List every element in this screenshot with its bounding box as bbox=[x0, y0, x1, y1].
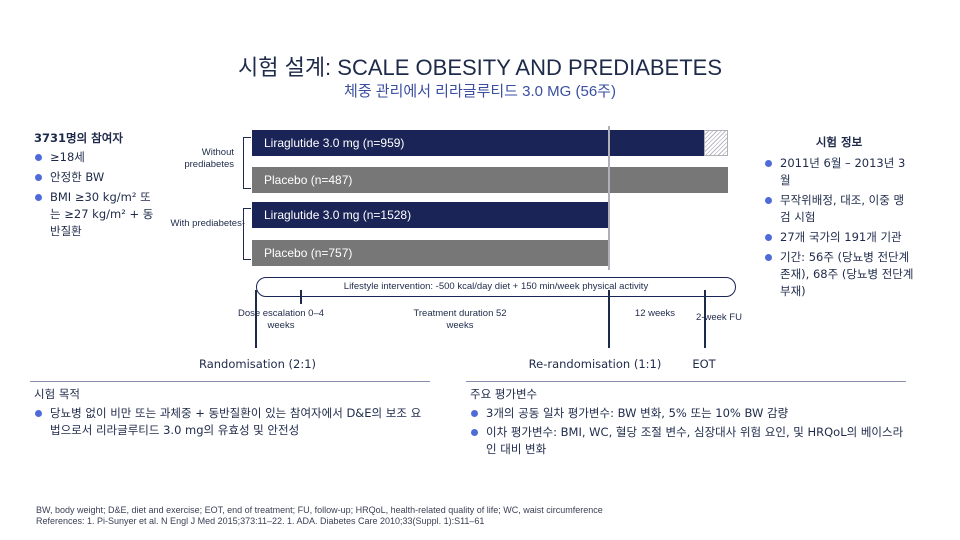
list-item: 당뇨병 없이 비만 또는 과체중 + 동반질환이 있는 참여자에서 D&E의 보… bbox=[34, 405, 426, 439]
endpoints-panel: 주요 평가변수 3개의 공동 일차 평가변수: BW 변화, 5% 또는 10%… bbox=[470, 386, 910, 458]
list-item: BMI ≥30 kg/m² 또는 ≥27 kg/m² + 동반질환 bbox=[34, 189, 154, 240]
rerandomisation-label: Re-randomisation (1:1) bbox=[528, 357, 662, 371]
rerandomisation-tick bbox=[608, 290, 610, 348]
eot-label: EOT bbox=[692, 357, 716, 371]
arm-bar: Liraglutide 3.0 mg (n=959) bbox=[252, 130, 608, 156]
dose-tick bbox=[300, 290, 302, 304]
followup-label: 2-week FU bbox=[696, 312, 742, 323]
list-item: 이차 평가변수: BMI, WC, 혈당 조절 변수, 심장대사 위험 요인, … bbox=[470, 424, 910, 458]
bracket-without bbox=[243, 137, 251, 189]
trial-info-panel: 시험 정보 2011년 6월 – 2013년 3월 무작위배정, 대조, 이중 … bbox=[764, 134, 914, 300]
abbreviations: BW, body weight; D&E, diet and exercise;… bbox=[36, 505, 603, 515]
dose-escalation-label: Dose escalation 0–4 weeks bbox=[237, 308, 325, 331]
participants-list: ≥18세 안정한 BW BMI ≥30 kg/m² 또는 ≥27 kg/m² +… bbox=[34, 149, 234, 240]
list-item: 안정한 BW bbox=[34, 169, 234, 186]
page-title: 시험 설계: SCALE OBESITY AND PREDIABETES bbox=[237, 55, 723, 80]
trial-info-heading: 시험 정보 bbox=[815, 135, 863, 149]
treatment-duration-label: Treatment duration 52 weeks bbox=[413, 308, 507, 331]
endpoints-list: 3개의 공동 일차 평가변수: BW 변화, 5% 또는 10% BW 감량 이… bbox=[470, 405, 910, 458]
trial-info-list: 2011년 6월 – 2013년 3월 무작위배정, 대조, 이중 맹검 시험 … bbox=[764, 155, 914, 300]
participants-panel: 3731명의 참여자 ≥18세 안정한 BW BMI ≥30 kg/m² 또는 … bbox=[34, 130, 234, 240]
extension-lira-box bbox=[608, 130, 704, 156]
footer: BW, body weight; D&E, diet and exercise;… bbox=[36, 505, 916, 527]
lifestyle-intervention: Lifestyle intervention: -500 kcal/day di… bbox=[256, 277, 736, 297]
group-label-with: With prediabetes¹ bbox=[170, 218, 245, 229]
list-item: 무작위배정, 대조, 이중 맹검 시험 bbox=[764, 192, 914, 226]
arm-bar: Liraglutide 3.0 mg (n=1528) bbox=[252, 202, 608, 228]
participants-heading: 3731명의 참여자 bbox=[34, 131, 123, 145]
bracket-with bbox=[243, 208, 251, 260]
objective-heading: 시험 목적 bbox=[34, 387, 80, 401]
eot-tick bbox=[704, 290, 706, 348]
endpoints-heading: 주요 평가변수 bbox=[470, 387, 538, 401]
extension-divider bbox=[608, 126, 610, 270]
references: References: 1. Pi-Sunyer et al. N Engl J… bbox=[36, 516, 485, 526]
list-item: 기간: 56주 (당뇨병 전단계 존재), 68주 (당뇨병 전단계 부재) bbox=[764, 249, 914, 300]
section-divider bbox=[30, 381, 430, 382]
objective-panel: 시험 목적 당뇨병 없이 비만 또는 과체중 + 동반질환이 있는 참여자에서 … bbox=[34, 386, 426, 439]
page-subtitle: 체중 관리에서 리라글루티드 3.0 MG (56주) bbox=[344, 83, 616, 100]
arm-bar: Placebo (n=487) bbox=[252, 167, 728, 193]
followup-hatch-box bbox=[704, 130, 728, 156]
randomisation-tick bbox=[255, 290, 257, 348]
objective-list: 당뇨병 없이 비만 또는 과체중 + 동반질환이 있는 참여자에서 D&E의 보… bbox=[34, 405, 426, 439]
randomisation-label: Randomisation (2:1) bbox=[198, 357, 316, 371]
arm-bar: Placebo (n=757) bbox=[252, 240, 608, 266]
twelve-weeks-label: 12 weeks bbox=[634, 308, 676, 319]
list-item: 27개 국가의 191개 기관 bbox=[764, 229, 914, 246]
group-label-without: Without prediabetes bbox=[184, 147, 234, 170]
section-divider bbox=[466, 381, 906, 382]
list-item: 3개의 공동 일차 평가변수: BW 변화, 5% 또는 10% BW 감량 bbox=[470, 405, 910, 422]
list-item: 2011년 6월 – 2013년 3월 bbox=[764, 155, 914, 189]
list-item: ≥18세 bbox=[34, 149, 234, 166]
